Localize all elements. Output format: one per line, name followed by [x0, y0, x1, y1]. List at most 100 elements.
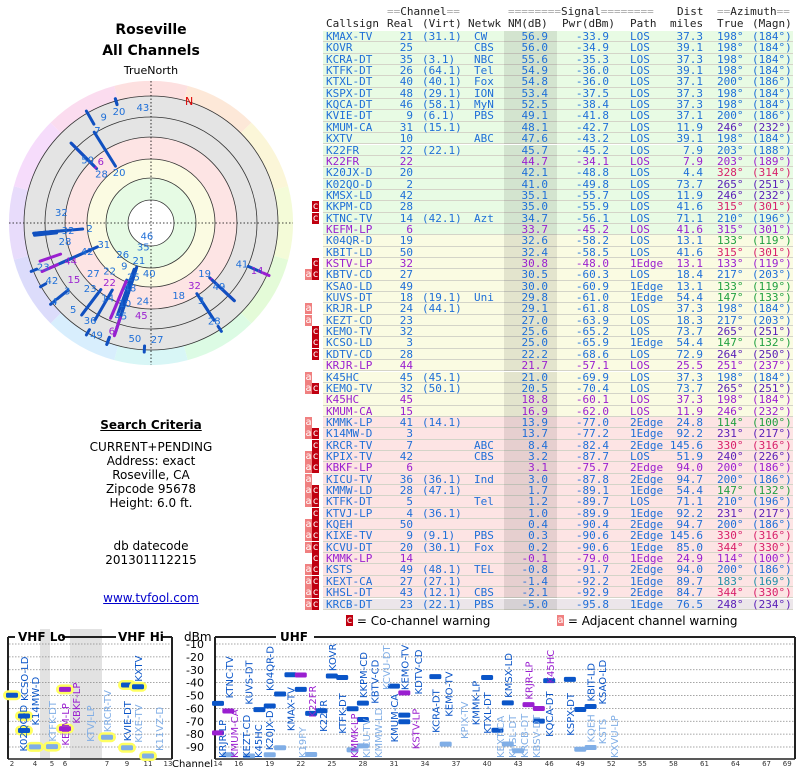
table-row[interactable]: c KKPM-CD 28 35.0 -55.9 LOS 41.6 315° (301°): [0, 200, 800, 214]
table-row[interactable]: a c KHSL-DT 43 (12.1) CBS -2.1 -92.9 2Edge 84.7 34…: [0, 587, 800, 598]
path: 1Edge: [630, 257, 664, 270]
table-row[interactable]: a c KEXT-CA 27 (27.1) -1.4 -92.2 1Edge 89.7 183° (…: [0, 575, 800, 587]
table-row[interactable]: c KMMK-LP 14 -0.1 -79.0 1Edge 24.9 114° (100°): [0, 553, 800, 564]
callsign: KBIT-LD: [326, 245, 373, 259]
nm-db: -0.1: [521, 552, 549, 566]
power-dbm: -34.1: [575, 154, 609, 168]
nm-db: 0.2: [528, 540, 548, 554]
table-row[interactable]: KTXL-DT 40 (40.1) Fox 54.8 -36.0 LOS 37.1 200° (1…: [0, 75, 800, 89]
callsign: K14MW-D: [326, 427, 373, 441]
table-row[interactable]: K20JX-D 20 42.1 -48.8 LOS 4.4 328° (314°): [0, 167, 800, 179]
table-row[interactable]: KXTV 10 ABC 47.6 -43.2 LOS 39.1 198° (184°): [0, 133, 800, 144]
table-row[interactable]: a c KCVU-DT 20 (30.1) Fox 0.2 -90.6 1Edge 85.0 344…: [0, 540, 800, 554]
table-row[interactable]: KQCA-DT 46 (58.1) MyN 52.5 -38.4 LOS 37.3 198° (1…: [0, 99, 800, 110]
table-row[interactable]: a c KBKF-LP 6 3.1 -75.7 2Edge 94.0 200° (186°): [0, 462, 800, 474]
table-row[interactable]: c KEMO-TV 32 25.6 -65.2 LOS 73.7 265° (251°): [0, 326, 800, 337]
table-row[interactable]: c KDTV-CD 28 22.2 -68.6 LOS 72.9 264° (250°): [0, 347, 800, 361]
table-row[interactable]: K04QR-D 19 32.6 -58.2 LOS 13.1 133° (119°): [0, 234, 800, 248]
path: LOS: [630, 302, 650, 316]
distance: 24.8: [676, 415, 704, 429]
callsign: K04QR-D: [326, 234, 373, 248]
station-signal-label: KRJR-LP: [525, 661, 536, 699]
table-row[interactable]: K02QO-D 2 41.0 -49.8 LOS 73.7 265° (251°): [0, 178, 800, 190]
table-row[interactable]: a c K14MW-D 3 13.7 -77.2 1Edge 92.2 231° (217°): [0, 427, 800, 441]
table-row[interactable]: a KICU-TV 36 (36.1) Ind 3.0 -87.8 2Edge 94.7 200°…: [0, 473, 800, 485]
table-row[interactable]: K45HC 45 18.8 -60.1 LOS 37.3 198° (184°): [0, 394, 800, 406]
col-netwk: Netwk: [468, 17, 502, 30]
station-signal-label: KVIE-DT: [123, 700, 134, 741]
callsign: KKPM-CD: [326, 200, 373, 214]
table-row[interactable]: c KCSO-LD 3 25.0 -65.9 1Edge 54.4 147° (132°): [0, 336, 800, 350]
power-dbm: -65.2: [575, 325, 609, 339]
tvfool-link[interactable]: www.tvfool.com: [103, 591, 199, 605]
table-row[interactable]: KRJR-LP 44 21.7 -57.1 LOS 25.5 251° (237°): [0, 360, 800, 371]
table-row[interactable]: KBIT-LD 50 32.4 -58.5 LOS 41.6 315° (301°): [0, 245, 800, 259]
table-row[interactable]: a c KTFK-DT 5 Tel 1.2 -89.7 LOS 71.1 210° (196°): [0, 496, 800, 508]
station-signal-label: KXTV: [134, 655, 145, 681]
table-row[interactable]: a c KMMW-LD 28 (47.1) 1.7 -89.1 1Edge 54.4 147° (1…: [0, 485, 800, 496]
station-signal-label: KRCR-TV: [103, 690, 114, 732]
nm-db: 49.1: [521, 109, 549, 123]
table-row[interactable]: KCRA-DT 35 (3.1) NBC 55.6 -35.3 LOS 37.3 198° (18…: [0, 52, 800, 66]
table-row[interactable]: KSPX-DT 48 (29.1) ION 53.4 -37.5 LOS 37.3 198° (1…: [0, 87, 800, 99]
x-tick-label: 43: [514, 760, 523, 768]
table-row[interactable]: KEFM-LP 6 33.7 -45.2 LOS 41.6 315° (301°): [0, 224, 800, 235]
azimuth-true: 198°: [717, 64, 744, 78]
virtual-channel: (58.1): [422, 98, 462, 112]
station-signal-mark: [6, 692, 18, 698]
table-row[interactable]: c KTNC-TV 14 (42.1) Azt 34.7 -56.1 LOS 71.1 210° (…: [0, 212, 800, 224]
nm-db: 1.7: [528, 484, 548, 497]
table-row[interactable]: KSAO-LD 49 30.0 -60.9 1Edge 13.1 133° (119°): [0, 280, 800, 292]
adjacent-warning-badge: a: [305, 485, 312, 496]
table-row[interactable]: a c KEMO-TV 32 (50.1) 20.5 -70.4 LOS 73.7 265° (25…: [0, 382, 800, 394]
table-row[interactable]: a c KQEH 50 0.4 -90.4 2Edge 94.7 200° (186°): [0, 519, 800, 530]
nm-db: 55.6: [521, 52, 549, 66]
table-row[interactable]: a c KSTS 49 (48.1) TEL -0.8 -91.7 2Edge 94.0 200° (…: [0, 563, 800, 577]
table-row[interactable]: KUVS-DT 18 (19.1) Uni 29.8 -61.0 1Edge 54.4 147°…: [0, 292, 800, 303]
col-nm: NM(dB): [508, 17, 548, 30]
table-row[interactable]: KMSX-LD 42 35.1 -55.7 LOS 11.9 246° (232°): [0, 190, 800, 201]
power-dbm: -90.6: [575, 529, 609, 543]
table-row[interactable]: c KRCR-TV 7 ABC 8.4 -82.4 2Edge 145.6 330° (316°): [0, 439, 800, 451]
station-signal-label: KHSL-DT: [508, 714, 519, 758]
azimuth-true: 147°: [717, 336, 744, 350]
table-row[interactable]: a K45HC 45 (45.1) 21.0 -69.9 LOS 37.3 198° (184°): [0, 371, 800, 383]
real-channel: 35: [399, 52, 413, 66]
nm-db: 30.5: [521, 268, 549, 282]
table-row[interactable]: KVIE-DT 9 (6.1) PBS 49.1 -41.8 LOS 37.1 200° (186…: [0, 109, 800, 123]
power-dbm: -36.0: [575, 64, 609, 78]
power-dbm: -90.6: [575, 540, 609, 554]
table-row[interactable]: a KRJR-LP 24 (44.1) 29.1 -61.8 LOS 37.3 198° (184…: [0, 302, 800, 316]
table-row[interactable]: KMAX-TV 21 (31.1) CW 56.9 -33.9 LOS 37.3 198° (18…: [0, 31, 800, 42]
gap-band: [40, 629, 50, 759]
table-row[interactable]: a c KBTV-CD 27 30.5 -60.3 LOS 18.4 217° (203°): [0, 268, 800, 282]
table-row[interactable]: K22FR 22 44.7 -34.1 LOS 7.9 203° (189°): [0, 154, 800, 168]
azimuth-magn: (330°): [752, 540, 792, 554]
table-row[interactable]: a KMMK-LP 41 (14.1) 13.9 -77.0 2Edge 24.8 114° (1…: [0, 417, 800, 428]
station-channel-label: 22: [103, 278, 116, 289]
table-row[interactable]: K22FR 22 (22.1) 45.7 -45.2 LOS 7.9 203° (188°): [0, 144, 800, 156]
adjacent-warning-badge: a: [305, 541, 312, 553]
power-dbm: -65.9: [575, 336, 609, 350]
station-channel-label: 49: [213, 282, 226, 293]
table-row[interactable]: a KEZT-CD 23 27.0 -63.9 LOS 18.3 217° (203°): [0, 314, 800, 326]
table-row[interactable]: a c KIXE-TV 9 (9.1) PBS 0.3 -90.6 2Edge 145.6 330°…: [0, 529, 800, 543]
distance: 94.0: [676, 563, 704, 577]
station-channel-label: 43: [137, 103, 150, 114]
power-dbm: -33.9: [575, 30, 609, 43]
table-row[interactable]: KMUM-CA 31 (15.1) 48.1 -42.7 LOS 11.9 246° (232°…: [0, 121, 800, 133]
azimuth-magn: (186°): [752, 75, 792, 89]
table-row[interactable]: a c KRCB-DT 23 (22.1) PBS -5.0 -95.8 1Edge 76.5 24…: [0, 598, 800, 610]
table-row[interactable]: KOVR 25 CBS 56.0 -34.9 LOS 39.1 198° (184°): [0, 42, 800, 54]
real-channel: 42: [399, 449, 413, 463]
co-channel-warning-badge: c: [312, 553, 319, 565]
station-signal-label: KCSO-LD: [20, 656, 31, 701]
distance: 18.4: [676, 268, 704, 282]
table-row[interactable]: KMUM-CA 15 16.9 -62.0 LOS 11.9 246° (232°): [0, 405, 800, 417]
table-row[interactable]: KTFK-DT 26 (64.1) Tel 54.9 -36.0 LOS 39.1 198° (1…: [0, 65, 800, 76]
station-channel-label: 3: [64, 287, 70, 298]
table-row[interactable]: c KSTV-LP 32 30.8 -48.0 1Edge 13.1 133° (119°): [0, 258, 800, 269]
power-dbm: -68.6: [575, 347, 609, 361]
table-row[interactable]: c KTVJ-LP 4 (36.1) 1.0 -89.9 1Edge 92.2 231° (217…: [0, 507, 800, 519]
table-row[interactable]: a c KPIX-TV 42 CBS 3.2 -87.7 LOS 51.9 240° (226°): [0, 451, 800, 462]
